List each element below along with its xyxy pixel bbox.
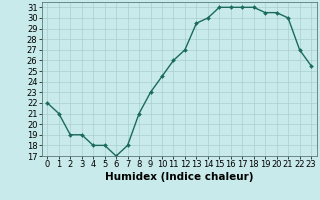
X-axis label: Humidex (Indice chaleur): Humidex (Indice chaleur) [105,172,253,182]
